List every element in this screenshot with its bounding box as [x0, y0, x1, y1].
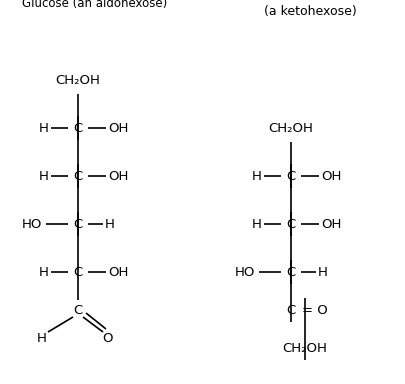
- Text: C: C: [73, 303, 83, 316]
- Text: H: H: [39, 121, 49, 134]
- Text: OH: OH: [320, 169, 340, 182]
- Text: H: H: [252, 217, 261, 230]
- Text: C: C: [286, 169, 295, 182]
- Text: C: C: [286, 217, 295, 230]
- Text: OH: OH: [108, 169, 128, 182]
- Text: = O: = O: [301, 303, 327, 316]
- Text: C: C: [73, 265, 83, 278]
- Text: C: C: [73, 121, 83, 134]
- Text: C: C: [73, 217, 83, 230]
- Text: C: C: [286, 303, 295, 316]
- Text: C: C: [286, 265, 295, 278]
- Text: C: C: [73, 169, 83, 182]
- Text: H: H: [105, 217, 115, 230]
- Text: CH₂OH: CH₂OH: [55, 73, 100, 86]
- Text: H: H: [317, 265, 327, 278]
- Text: CH₂OH: CH₂OH: [282, 341, 326, 354]
- Text: OH: OH: [108, 121, 128, 134]
- Text: O: O: [102, 331, 113, 344]
- Text: HO: HO: [234, 265, 255, 278]
- Text: H: H: [39, 169, 49, 182]
- Text: fructose
(a ketohexose): fructose (a ketohexose): [263, 0, 356, 18]
- Text: CH₂OH: CH₂OH: [268, 121, 313, 134]
- Text: H: H: [39, 265, 49, 278]
- Text: H: H: [252, 169, 261, 182]
- Text: Glucose (an aldohexose): Glucose (an aldohexose): [22, 0, 167, 10]
- Text: OH: OH: [320, 217, 340, 230]
- Text: HO: HO: [22, 217, 42, 230]
- Text: H: H: [37, 331, 47, 344]
- Text: OH: OH: [108, 265, 128, 278]
